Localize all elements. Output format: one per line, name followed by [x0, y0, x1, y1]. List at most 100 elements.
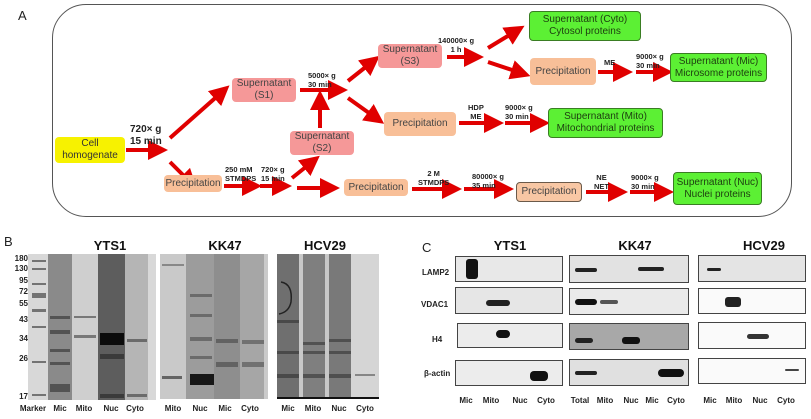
- lane-label: Nuc: [512, 396, 528, 405]
- node-label: Precipitation: [392, 118, 448, 129]
- node-supernatant-s3: Supernatant (S3): [378, 44, 442, 68]
- node-label-sub: Cytosol proteins: [549, 26, 621, 37]
- panel-a-letter: A: [18, 8, 27, 23]
- marker-label: 130: [14, 264, 28, 273]
- flowchart-frame: [52, 4, 792, 217]
- node-supernatant-s1: Supernatant (S1): [232, 78, 296, 102]
- node-supernatant-nuc: Supernatant (Nuc) Nuclei proteins: [673, 172, 762, 205]
- lane-label: Mito: [725, 396, 743, 405]
- step-label-5000g: 5000× g 30 min: [308, 71, 336, 89]
- label-line: 15 min: [130, 136, 162, 147]
- lane-label: Nuc: [192, 404, 208, 413]
- label-line: 720× g: [261, 165, 285, 174]
- marker-label: 26: [19, 354, 28, 363]
- node-label: Supernatant: [236, 78, 292, 89]
- step-label-mito-9000g: 9000× g 30 min: [505, 103, 533, 121]
- node-supernatant-mito: Supernatant (Mito) Mitochondrial protein…: [548, 108, 663, 138]
- lane-label: Mic: [281, 404, 295, 413]
- blot-hcv29-lamp2: [698, 255, 806, 282]
- marker-label: 43: [19, 315, 28, 324]
- blot-yts1-beta-actin: [455, 360, 563, 386]
- label-line: HDP: [468, 103, 484, 112]
- blot-title-kk47: KK47: [618, 238, 652, 253]
- node-label-sub: Microsome proteins: [674, 67, 763, 79]
- gel-title-yts1: YTS1: [93, 238, 127, 253]
- node-cell-homogenate: Cell homogenate: [55, 137, 125, 163]
- row-label-lamp2: LAMP2: [422, 268, 450, 277]
- lane-label: Mic: [645, 396, 659, 405]
- step-label-140000g: 140000× g 1 h: [438, 36, 474, 54]
- node-precipitation-5: Precipitation: [516, 182, 582, 202]
- label-line: 5000× g: [308, 71, 336, 80]
- flow-arrows: [126, 25, 674, 202]
- node-label: Supernatant (Cyto): [542, 14, 628, 25]
- label-line: 35 min: [472, 181, 496, 190]
- label-line: 80000× g: [472, 172, 504, 181]
- node-label-sub: (S3): [400, 56, 420, 67]
- gel-hcv29: [277, 254, 379, 399]
- label-line: 30 min: [636, 61, 660, 70]
- blot-yts1-vdac1: [455, 287, 563, 314]
- label-line: 720× g: [130, 124, 162, 135]
- gel-title-kk47: KK47: [208, 238, 242, 253]
- node-label: Supernatant (Mito): [564, 111, 647, 122]
- label-line: ME: [604, 58, 616, 67]
- marker-label: 55: [19, 299, 28, 308]
- node-label: Cell homogenate: [62, 138, 118, 161]
- gel-kk47: [160, 254, 268, 399]
- node-label-sub: (S1): [254, 90, 274, 101]
- lane-label: Nuc: [752, 396, 768, 405]
- label-line: NET: [594, 182, 609, 191]
- step-label-720g-b: 720× g 15 min: [261, 165, 285, 183]
- lane-label: Nuc: [623, 396, 639, 405]
- node-supernatant-mic: Supernatant (Mic) Microsome proteins: [670, 53, 767, 82]
- panel-b-letter: B: [4, 234, 13, 249]
- lane-label: Cyto: [356, 404, 374, 413]
- lane-label: Mito: [164, 404, 182, 413]
- node-label-sub: Mitochondrial proteins: [556, 123, 655, 134]
- node-precipitation-4: Precipitation: [344, 179, 408, 196]
- marker-label: 17: [19, 392, 28, 401]
- node-label: Supernatant: [382, 44, 438, 55]
- label-line: 30 min: [631, 182, 655, 191]
- row-label-beta-actin: β-actin: [424, 369, 451, 378]
- label-line: 140000× g: [438, 36, 475, 45]
- blot-title-hcv29: HCV29: [743, 238, 785, 253]
- node-precipitation-1: Precipitation: [164, 175, 222, 192]
- step-label-hdp-me: HDP ME: [468, 103, 484, 121]
- blot-kk47-lamp2: [569, 255, 689, 283]
- step-label-ne-net: NE NET: [594, 173, 609, 191]
- row-label-vdac1: VDAC1: [421, 300, 449, 309]
- lane-label: Nuc: [331, 404, 347, 413]
- lane-label: Cyto: [241, 404, 259, 413]
- step-label-nuc-9000g: 9000× g 30 min: [631, 173, 659, 191]
- node-label: Precipitation: [165, 177, 221, 189]
- label-line: 15 min: [261, 174, 285, 183]
- blot-title-yts1: YTS1: [493, 238, 527, 253]
- blot-kk47-beta-actin: [569, 359, 689, 386]
- node-label: Precipitation: [348, 181, 404, 193]
- blot-hcv29-vdac1: [698, 288, 806, 314]
- gel-title-hcv29: HCV29: [304, 238, 346, 253]
- lane-label: Cyto: [667, 396, 685, 405]
- label-line: 9000× g: [505, 103, 533, 112]
- step-label-80000g: 80000× g 35 min: [472, 172, 504, 190]
- lane-label: Total: [570, 396, 590, 405]
- node-precipitation-3: Precipitation: [384, 112, 456, 136]
- lane-label: Marker: [19, 404, 47, 413]
- lane-label: Nuc: [103, 404, 119, 413]
- node-label-sub: (S2): [312, 143, 332, 154]
- label-line: 30 min: [505, 112, 529, 121]
- node-label: Precipitation: [535, 65, 591, 77]
- lane-label: Mito: [304, 404, 322, 413]
- label-line: NE: [596, 173, 607, 182]
- step-label-720g: 720× g 15 min: [130, 124, 162, 148]
- marker-label: 95: [19, 276, 28, 285]
- label-line: STMDPS: [225, 174, 257, 183]
- blot-hcv29-beta-actin: [698, 358, 806, 384]
- node-label: Supernatant: [294, 131, 350, 142]
- lane-label: Mito: [596, 396, 614, 405]
- node-label: Supernatant (Nuc): [676, 176, 759, 188]
- label-line: 250 mM: [225, 165, 253, 174]
- blot-kk47-h4: [569, 323, 689, 350]
